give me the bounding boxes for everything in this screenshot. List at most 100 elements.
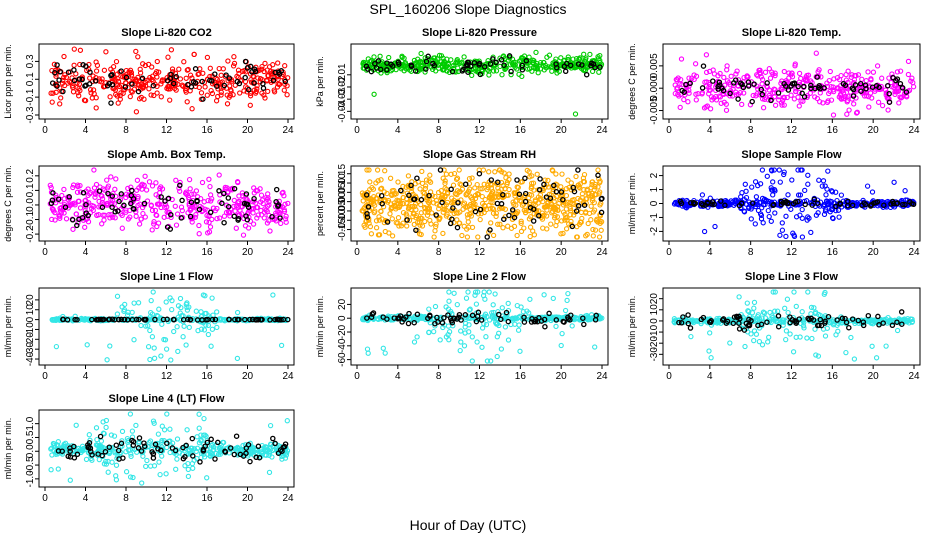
data-point (408, 185, 415, 191)
data-point (164, 204, 170, 210)
data-point (757, 70, 763, 77)
data-point (74, 316, 80, 323)
data-point (364, 167, 370, 173)
data-point (84, 342, 90, 348)
data-point (512, 193, 518, 199)
data-point (48, 446, 54, 452)
data-point (765, 207, 771, 214)
data-point (555, 207, 561, 213)
data-point (586, 210, 593, 217)
data-point (511, 62, 517, 68)
data-point (541, 292, 547, 298)
data-point (52, 69, 58, 76)
data-point (90, 73, 96, 79)
data-point (529, 180, 535, 187)
data-point (569, 323, 575, 329)
data-point (142, 173, 148, 179)
data-point (783, 336, 789, 343)
data-point (208, 343, 214, 349)
data-point (849, 202, 856, 209)
data-point (450, 182, 457, 188)
data-point (519, 73, 525, 80)
data-point (257, 186, 263, 192)
data-point (695, 91, 701, 97)
data-point (789, 177, 795, 183)
data-point (173, 87, 179, 93)
data-point (474, 339, 480, 345)
data-point (115, 100, 121, 106)
data-point (49, 80, 56, 86)
data-point (131, 337, 137, 343)
data-point (837, 200, 843, 206)
data-point (510, 59, 516, 66)
data-point (821, 211, 828, 218)
data-point (581, 51, 587, 57)
data-point (693, 97, 699, 103)
data-point (86, 66, 92, 73)
data-point (819, 183, 825, 189)
y-tick-label: -0.05 (337, 199, 348, 222)
data-point (505, 318, 512, 325)
data-point (506, 186, 512, 193)
data-point (467, 193, 473, 199)
data-point (51, 61, 58, 67)
data-point (276, 69, 282, 76)
data-point (435, 189, 442, 196)
data-point (424, 197, 430, 203)
data-point (572, 111, 579, 117)
data-point (62, 204, 69, 210)
data-point (741, 327, 748, 333)
data-point (440, 230, 446, 237)
data-point (534, 171, 540, 177)
data-point (231, 54, 237, 60)
data-point (170, 80, 177, 87)
data-point (147, 356, 153, 363)
data-point (149, 64, 155, 70)
data-point (828, 97, 835, 103)
data-point (896, 100, 902, 106)
data-point (382, 228, 388, 235)
data-point (113, 193, 119, 200)
data-point (739, 101, 745, 108)
data-point (373, 218, 380, 224)
data-point (83, 201, 89, 208)
data-point (265, 88, 271, 95)
data-point (365, 204, 372, 210)
data-point (234, 78, 241, 85)
data-point (846, 324, 852, 331)
data-point (808, 82, 814, 89)
data-point (400, 183, 406, 190)
panel-title: Slope Line 4 (LT) Flow (109, 393, 225, 405)
data-point (422, 218, 428, 225)
data-point (562, 217, 568, 223)
data-point (376, 217, 383, 223)
data-point (783, 233, 789, 240)
data-point (481, 313, 488, 319)
data-point (562, 307, 569, 314)
data-point (278, 220, 284, 227)
data-point (699, 85, 706, 91)
data-point (178, 304, 184, 311)
data-point (146, 86, 152, 92)
data-point (898, 95, 904, 101)
data-point (179, 207, 185, 214)
y-tick-label: 0.10 (337, 173, 348, 193)
data-point (512, 59, 518, 66)
data-point (90, 207, 96, 214)
data-point (756, 338, 763, 345)
data-point (161, 214, 167, 220)
data-point (769, 69, 775, 75)
data-point (280, 189, 286, 196)
data-point (893, 89, 899, 95)
data-point (196, 440, 203, 446)
data-point (546, 310, 552, 317)
data-point (108, 432, 115, 438)
data-point (522, 175, 528, 182)
data-point (456, 311, 463, 318)
data-point (748, 206, 754, 212)
data-point (56, 213, 62, 219)
data-point (565, 199, 571, 205)
data-point (558, 342, 564, 349)
data-point (443, 171, 450, 177)
data-point (118, 191, 125, 197)
